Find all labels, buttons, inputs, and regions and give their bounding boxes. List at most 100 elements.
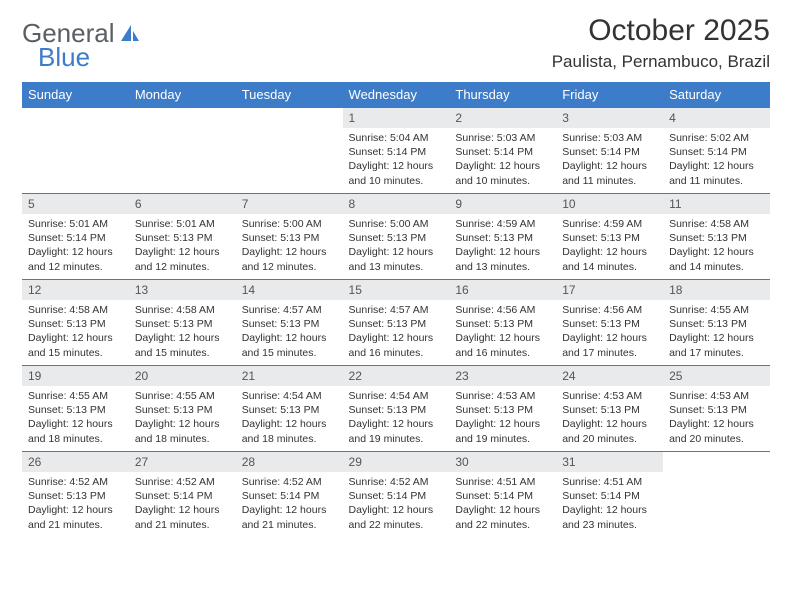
header: General October 2025 Paulista, Pernambuc… <box>22 14 770 72</box>
sunset-line: Sunset: 5:13 PM <box>669 318 747 330</box>
sunrise-line: Sunrise: 4:51 AM <box>562 476 642 488</box>
day-details: Sunrise: 5:03 AMSunset: 5:14 PMDaylight:… <box>556 128 663 192</box>
day-number: 4 <box>663 108 770 128</box>
day-details: Sunrise: 4:52 AMSunset: 5:14 PMDaylight:… <box>343 472 450 536</box>
daylight-line: Daylight: 12 hours and 13 minutes. <box>349 246 434 272</box>
day-cell: 5Sunrise: 5:01 AMSunset: 5:14 PMDaylight… <box>22 194 129 280</box>
day-cell: 10Sunrise: 4:59 AMSunset: 5:13 PMDayligh… <box>556 194 663 280</box>
day-cell: 16Sunrise: 4:56 AMSunset: 5:13 PMDayligh… <box>449 280 556 366</box>
sunrise-line: Sunrise: 4:55 AM <box>28 390 108 402</box>
sunrise-line: Sunrise: 5:03 AM <box>455 132 535 144</box>
daylight-line: Daylight: 12 hours and 11 minutes. <box>562 160 647 186</box>
day-details: Sunrise: 5:04 AM Sunset: 5:14 PM Daylight:… <box>343 128 450 192</box>
day-cell: 6Sunrise: 5:01 AMSunset: 5:13 PMDaylight… <box>129 194 236 280</box>
day-cell: 23Sunrise: 4:53 AMSunset: 5:13 PMDayligh… <box>449 366 556 452</box>
day-details: Sunrise: 4:54 AMSunset: 5:13 PMDaylight:… <box>343 386 450 450</box>
daylight-line: Daylight: 12 hours and 22 minutes. <box>349 504 434 530</box>
calendar-row: 5 Sunrise: 5:01 AM Sunset: 5:14 PM Daylight… <box>22 194 770 280</box>
day-cell: 4Sunrise: 5:02 AMSunset: 5:14 PMDaylight… <box>663 108 770 194</box>
daylight-line: Daylight: 12 hours and 13 minutes. <box>455 246 540 272</box>
day-number: 26 <box>22 452 129 472</box>
day-cell: 29Sunrise: 4:52 AMSunset: 5:14 PMDayligh… <box>343 452 450 538</box>
sunset-line: Sunset: 5:14 PM <box>349 490 427 502</box>
empty-cell <box>22 108 129 194</box>
daylight-line: Daylight: 12 hours and 20 minutes. <box>669 418 754 444</box>
daylight-line: Daylight: 12 hours and 17 minutes. <box>669 332 754 358</box>
daylight-line: Daylight: 12 hours and 15 minutes. <box>135 332 220 358</box>
weekday-header: Wednesday <box>343 82 450 108</box>
day-cell: 27Sunrise: 4:52 AMSunset: 5:14 PMDayligh… <box>129 452 236 538</box>
day-number: 1 <box>343 108 450 128</box>
day-details: Sunrise: 4:51 AMSunset: 5:14 PMDaylight:… <box>556 472 663 536</box>
sunset-line: Sunset: 5:13 PM <box>562 232 640 244</box>
day-number: 21 <box>236 366 343 386</box>
day-cell: 25Sunrise: 4:53 AMSunset: 5:13 PMDayligh… <box>663 366 770 452</box>
day-number: 13 <box>129 280 236 300</box>
day-cell: 26Sunrise: 4:52 AMSunset: 5:13 PMDayligh… <box>22 452 129 538</box>
day-number: 2 <box>449 108 556 128</box>
day-details: Sunrise: 4:58 AMSunset: 5:13 PMDaylight:… <box>129 300 236 364</box>
day-number: 27 <box>129 452 236 472</box>
sunrise-line: Sunrise: 4:57 AM <box>242 304 322 316</box>
sunset-line: Sunset: 5:14 PM <box>349 146 427 158</box>
day-cell: 8Sunrise: 5:00 AMSunset: 5:13 PMDaylight… <box>343 194 450 280</box>
sunrise-line: Sunrise: 5:02 AM <box>669 132 749 144</box>
title-block: October 2025 Paulista, Pernambuco, Brazi… <box>552 14 770 72</box>
day-details: Sunrise: 4:52 AMSunset: 5:14 PMDaylight:… <box>236 472 343 536</box>
day-details: Sunrise: 4:55 AMSunset: 5:13 PMDaylight:… <box>129 386 236 450</box>
day-cell: 15Sunrise: 4:57 AMSunset: 5:13 PMDayligh… <box>343 280 450 366</box>
day-number: 11 <box>663 194 770 214</box>
calendar-table: SundayMondayTuesdayWednesdayThursdayFrid… <box>22 82 770 538</box>
day-number: 24 <box>556 366 663 386</box>
day-details: Sunrise: 4:57 AMSunset: 5:13 PMDaylight:… <box>236 300 343 364</box>
daylight-line: Daylight: 12 hours and 19 minutes. <box>349 418 434 444</box>
daylight-line: Daylight: 12 hours and 15 minutes. <box>28 332 113 358</box>
day-details: Sunrise: 4:53 AMSunset: 5:13 PMDaylight:… <box>556 386 663 450</box>
weekday-header: Thursday <box>449 82 556 108</box>
sunrise-line: Sunrise: 4:54 AM <box>349 390 429 402</box>
sunrise-line: Sunrise: 4:52 AM <box>242 476 322 488</box>
daylight-line: Daylight: 12 hours and 16 minutes. <box>455 332 540 358</box>
day-number: 17 <box>556 280 663 300</box>
daylight-line: Daylight: 12 hours and 23 minutes. <box>562 504 647 530</box>
day-cell: 12Sunrise: 4:58 AMSunset: 5:13 PMDayligh… <box>22 280 129 366</box>
sunrise-line: Sunrise: 5:01 AM <box>135 218 215 230</box>
sunrise-line: Sunrise: 4:51 AM <box>455 476 535 488</box>
sunrise-line: Sunrise: 5:01 AM <box>28 218 108 230</box>
month-title: October 2025 <box>552 14 770 48</box>
daylight-line: Daylight: 12 hours and 10 minutes. <box>455 160 540 186</box>
day-details: Sunrise: 4:59 AMSunset: 5:13 PMDaylight:… <box>556 214 663 278</box>
day-cell: 1 Sunrise: 5:04 AM Sunset: 5:14 PM Daylight… <box>343 108 450 194</box>
sunrise-line: Sunrise: 5:00 AM <box>349 218 429 230</box>
sunrise-line: Sunrise: 4:53 AM <box>562 390 642 402</box>
sunrise-line: Sunrise: 4:59 AM <box>562 218 642 230</box>
sunset-line: Sunset: 5:13 PM <box>135 404 213 416</box>
daylight-line: Daylight: 12 hours and 18 minutes. <box>242 418 327 444</box>
day-details: Sunrise: 5:00 AMSunset: 5:13 PMDaylight:… <box>236 214 343 278</box>
daylight-line: Daylight: 12 hours and 12 minutes. <box>242 246 327 272</box>
day-number: 5 <box>22 194 129 214</box>
day-cell: 31Sunrise: 4:51 AMSunset: 5:14 PMDayligh… <box>556 452 663 538</box>
daylight-line: Daylight: 12 hours and 18 minutes. <box>135 418 220 444</box>
sunset-line: Sunset: 5:13 PM <box>669 232 747 244</box>
sunrise-line: Sunrise: 4:57 AM <box>349 304 429 316</box>
day-details: Sunrise: 4:59 AMSunset: 5:13 PMDaylight:… <box>449 214 556 278</box>
empty-cell <box>236 108 343 194</box>
sunrise-line: Sunrise: 4:56 AM <box>562 304 642 316</box>
day-number: 15 <box>343 280 450 300</box>
weekday-header: Tuesday <box>236 82 343 108</box>
day-cell: 21Sunrise: 4:54 AMSunset: 5:13 PMDayligh… <box>236 366 343 452</box>
day-cell: 17Sunrise: 4:56 AMSunset: 5:13 PMDayligh… <box>556 280 663 366</box>
weekday-header-row: SundayMondayTuesdayWednesdayThursdayFrid… <box>22 82 770 108</box>
sunrise-line: Sunrise: 5:04 AM <box>349 132 429 144</box>
day-cell: 2Sunrise: 5:03 AMSunset: 5:14 PMDaylight… <box>449 108 556 194</box>
daylight-line: Daylight: 12 hours and 10 minutes. <box>349 160 434 186</box>
day-number: 28 <box>236 452 343 472</box>
sunset-line: Sunset: 5:14 PM <box>669 146 747 158</box>
day-details: Sunrise: 4:53 AMSunset: 5:13 PMDaylight:… <box>449 386 556 450</box>
sunset-line: Sunset: 5:14 PM <box>455 490 533 502</box>
day-details: Sunrise: 4:57 AMSunset: 5:13 PMDaylight:… <box>343 300 450 364</box>
daylight-line: Daylight: 12 hours and 14 minutes. <box>669 246 754 272</box>
sunset-line: Sunset: 5:14 PM <box>28 232 106 244</box>
sunset-line: Sunset: 5:13 PM <box>28 318 106 330</box>
